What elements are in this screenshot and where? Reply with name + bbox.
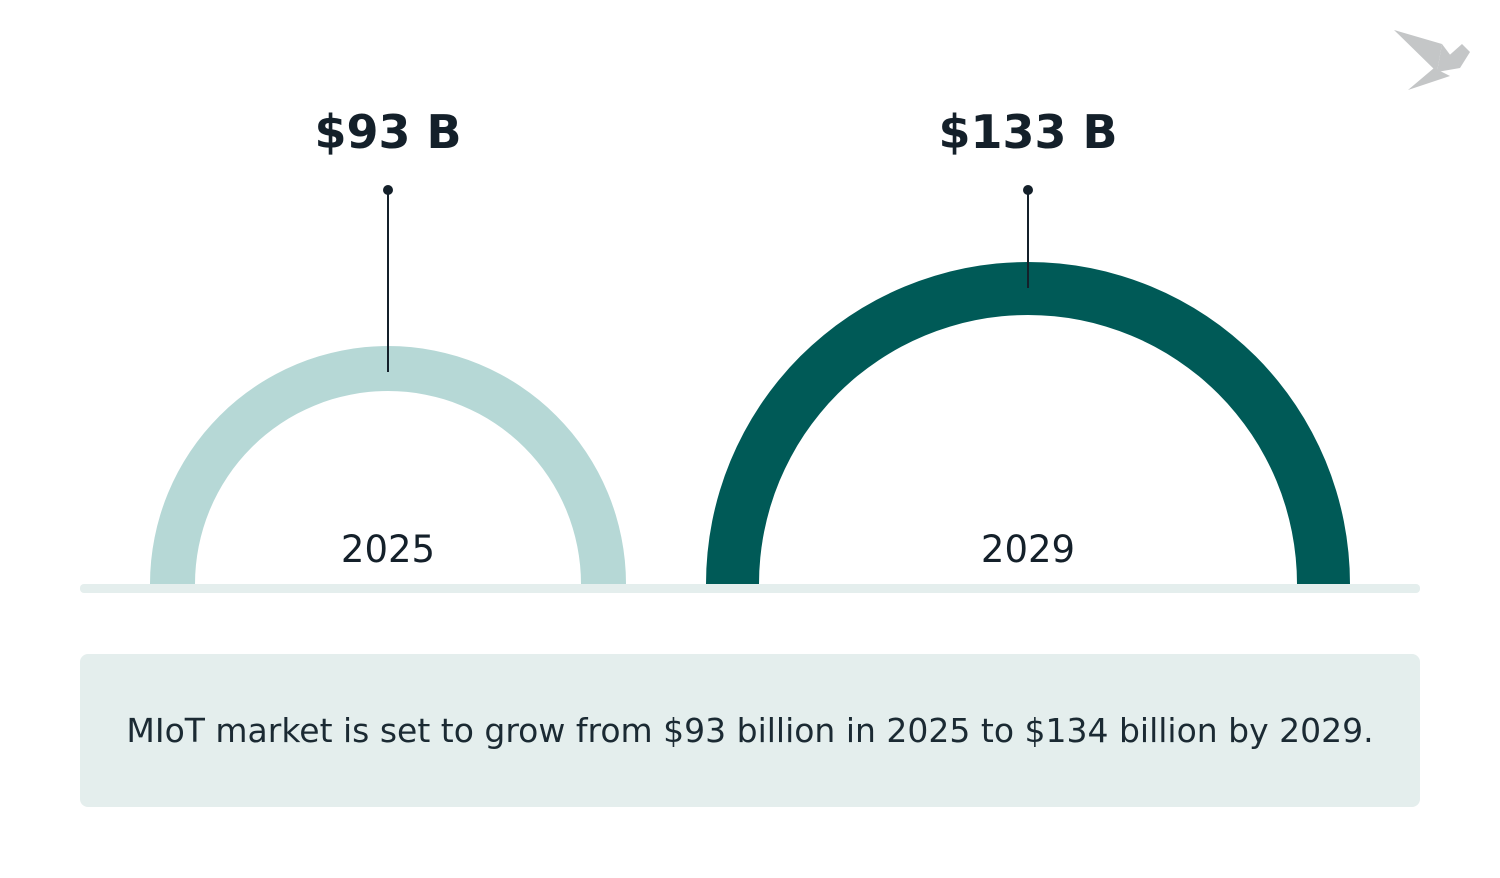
arc-2029 bbox=[706, 262, 1350, 584]
origami-bird-icon bbox=[1394, 30, 1470, 90]
summary-text: MIoT market is set to grow from $93 bill… bbox=[126, 711, 1374, 750]
year-label-2025: 2025 bbox=[341, 528, 435, 571]
summary-box: MIoT market is set to grow from $93 bill… bbox=[80, 654, 1420, 807]
year-label-2029: 2029 bbox=[981, 528, 1075, 571]
baseline bbox=[80, 584, 1420, 593]
value-label-2029: $133 B bbox=[938, 105, 1117, 159]
leader-dot-2029 bbox=[1023, 185, 1033, 195]
arc-2025 bbox=[150, 346, 626, 584]
leader-dot-2025 bbox=[383, 185, 393, 195]
value-label-2025: $93 B bbox=[314, 105, 461, 159]
logo bbox=[1392, 28, 1472, 96]
